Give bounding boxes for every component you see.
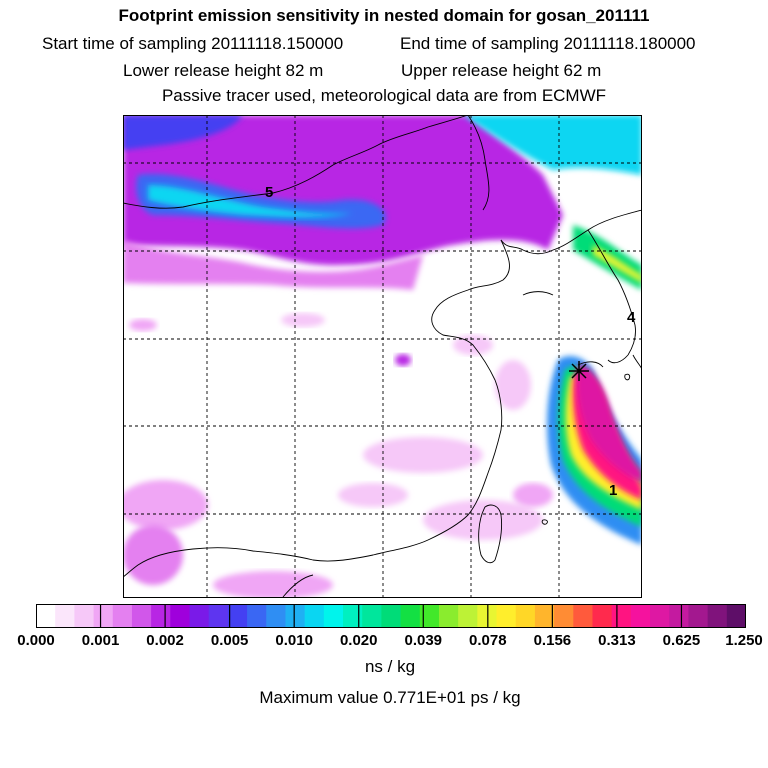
colorbar-swatch	[515, 604, 536, 628]
patch	[281, 313, 325, 327]
colorbar-units: ns / kg	[364, 657, 416, 676]
taiwan-outline	[478, 504, 503, 564]
patch	[338, 483, 408, 507]
colorbar-swatch	[208, 604, 229, 628]
colorbar-swatch	[55, 604, 75, 628]
colorbar-swatch	[74, 604, 95, 628]
colorbar-swatch	[189, 604, 210, 628]
colorbar-tick-label: 0.156	[533, 632, 572, 649]
colorbar-tick-label: 0.078	[469, 632, 507, 649]
colorbar-swatch	[630, 604, 651, 628]
colorbar-tick-label: 0.020	[339, 632, 378, 649]
patch	[513, 483, 553, 507]
colorbar-tick-label: 0.625	[662, 632, 701, 649]
colorbar-swatch	[112, 604, 133, 628]
colorbar-swatch	[36, 604, 56, 628]
cluster-label-5: 5	[265, 184, 273, 201]
plot-title: Footprint emission sensitivity in nested…	[118, 6, 650, 25]
colorbar-swatch	[534, 604, 555, 628]
colorbar-swatch	[323, 604, 344, 628]
patch	[495, 360, 531, 410]
colorbar-swatch	[343, 604, 363, 628]
colorbar-swatch	[438, 604, 459, 628]
plume-northeast-yellow	[593, 245, 642, 283]
cluster-label-1: 1	[609, 482, 617, 499]
colorbar-swatch	[573, 604, 594, 628]
plume-north-purple	[123, 115, 563, 266]
colorbar-tick-label: 0.313	[598, 632, 636, 649]
tracer-note: Passive tracer used, meteorological data…	[161, 86, 607, 105]
colorbar-tick-label: 0.000	[17, 632, 55, 649]
plume-north-cyan	[148, 185, 353, 218]
patch	[123, 525, 183, 585]
colorbar-swatch	[266, 604, 287, 628]
sensitivity-field	[123, 115, 642, 598]
plume-north-light	[123, 240, 423, 290]
colorbar-swatch	[131, 604, 152, 628]
colorbar-swatch	[247, 604, 267, 628]
colorbar-swatch	[650, 604, 670, 628]
colorbar-swatch	[304, 604, 325, 628]
plume-northeast-cyan	[463, 115, 642, 175]
colorbar-swatch	[400, 604, 421, 628]
patch	[423, 500, 543, 540]
colorbar-swatch	[227, 604, 248, 628]
colorbar-swatch	[362, 604, 383, 628]
patch	[129, 319, 157, 331]
patch	[363, 437, 483, 473]
colorbar-tick-label: 1.250	[725, 632, 763, 649]
colorbar-swatch	[151, 604, 171, 628]
colorbar-swatch	[707, 604, 728, 628]
patch	[123, 480, 208, 530]
island-outline	[624, 373, 631, 381]
colorbar	[36, 604, 746, 628]
colorbar-swatch	[285, 604, 306, 628]
plume-top-blue	[123, 115, 243, 150]
end-time-label: End time of sampling 20111118.180000	[400, 34, 696, 53]
map-frame	[123, 115, 642, 598]
colorbar-swatch	[496, 604, 517, 628]
colorbar-tick-label: 0.001	[81, 632, 120, 649]
colorbar-swatch	[381, 604, 402, 628]
gridlines	[123, 115, 642, 598]
receptor-marker	[569, 361, 589, 381]
colorbar-swatch	[170, 604, 191, 628]
patch	[213, 571, 333, 598]
colorbar-frame	[36, 604, 746, 628]
colorbar-swatch	[592, 604, 613, 628]
colorbar-swatch	[726, 604, 746, 628]
lower-release-label: Lower release height 82 m	[123, 61, 324, 80]
colorbar-swatch	[669, 604, 690, 628]
colorbar-tick-label: 0.002	[146, 632, 184, 649]
island-outline	[541, 519, 548, 525]
cluster-label-4: 4	[627, 309, 636, 326]
plume-south-core	[576, 364, 642, 483]
colorbar-tick-label: 0.005	[210, 632, 249, 649]
footprint-map: 5 4 1	[123, 115, 642, 598]
colorbar-swatch	[458, 604, 478, 628]
colorbar-tick-label: 0.039	[404, 632, 443, 649]
patch	[395, 354, 411, 366]
colorbar-swatch	[688, 604, 709, 628]
maximum-value-label: Maximum value 0.771E+01 ps / kg	[259, 688, 521, 707]
upper-release-label: Upper release height 62 m	[401, 61, 602, 80]
colorbar-swatch	[419, 604, 440, 628]
colorbar-swatch	[93, 604, 114, 628]
colorbar-tick-label: 0.010	[275, 632, 313, 649]
start-time-label: Start time of sampling 20111118.150000	[42, 34, 344, 53]
colorbar-swatch	[554, 604, 574, 628]
colorbar-swatch	[611, 604, 632, 628]
